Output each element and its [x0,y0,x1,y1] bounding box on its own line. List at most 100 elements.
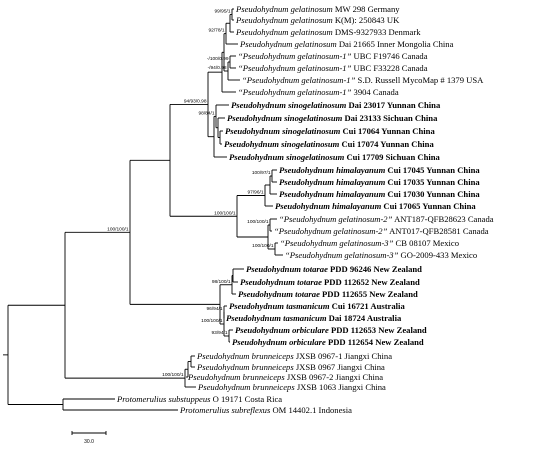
taxon-label: “Pseudohydnum gelatinosum-2” ANT187-QFB2… [279,214,494,224]
support-value: -/94/0.98 [208,65,227,71]
taxon-label: Protomerulius substuppeus O 19171 Costa … [116,394,282,404]
taxon-voucher: K(M): 250843 UK [333,15,400,25]
taxon-label: Pseudohydnum gelatinosum MW 298 Germany [235,4,400,14]
taxon-label: Pseudohydnum gelatinosum DMS-9327933 Den… [235,27,421,37]
support-value: 97/96/1 [247,190,263,196]
scale-bar-label: 30.0 [84,439,94,445]
support-value: 100/100/1 [201,318,223,324]
taxon-label: “Pseudohydnum gelatinosum-2” ANT017-QFB2… [274,226,489,236]
taxon-species: Pseudohydnum totarae [238,289,320,299]
taxon-label: Pseudohydnum sinogelatinosum Cui 17709 S… [229,152,441,162]
taxon-species: Pseudohydnum orbiculare [235,325,329,335]
taxon-voucher: Cui 17030 Yunnan China [385,189,480,199]
taxon-species: “Pseudohydnum gelatinosum-2” [274,226,388,236]
support-value: 100/100/1 [252,243,274,249]
taxon-voucher: PDD 96246 New Zealand [328,264,422,274]
taxon-species: Pseudohydnum sinogelatinosum [227,113,343,123]
support-value: 96/94/1 [206,306,222,312]
support-value: 100/100/1 [162,372,184,378]
support-value: 98/100/1 [212,279,231,285]
support-value: -/100/0.99 [207,56,229,62]
taxon-species: “Pseudohydnum gelatinosum-3” [285,250,399,260]
taxon-species: Pseudohydnum himalayanum [279,177,386,187]
taxon-voucher: JXSB 0967 Jiangxi China [294,362,385,372]
taxon-species: Pseudohydnum brunneiceps [196,362,294,372]
support-value: 94/93/0.98 [184,98,207,104]
taxon-voucher: Cui 17035 Yunnan China [385,177,480,187]
taxon-voucher: MW 298 Germany [333,4,401,14]
taxon-label: “Pseudohydnum gelatinosum-1” UBC F33228 … [238,63,428,73]
taxon-species: Pseudohydnum sinogelatinosum [231,100,347,110]
taxon-species: Pseudohydnum sinogelatinosum [224,139,340,149]
taxon-label: Pseudohydnum himalayanum Cui 17045 Yunna… [279,165,480,175]
taxon-voucher: JXSB 0967-1 Jiangxi China [294,351,393,361]
taxon-species: Pseudohydnum himalayanum [275,201,382,211]
taxon-voucher: Cui 17065 Yunnan China [381,201,476,211]
taxon-species: Pseudohydnum totarae [240,277,322,287]
taxon-label: Pseudohydnum orbiculare PDD 112653 New Z… [235,325,427,335]
support-value: 92/78/1 [208,28,224,34]
taxon-voucher: UBC F19746 Canada [351,51,427,61]
tree-branches [3,8,283,411]
taxon-species: “Pseudohydnum gelatinosum-1” [238,87,352,97]
taxon-species: Pseudohydnum sinogelatinosum [225,126,341,136]
taxon-voucher: JXSB 1063 Jiangxi China [295,382,386,392]
support-value: 100/100/1 [107,226,129,232]
taxon-species: Pseudohydnum tasmanicum [226,313,327,323]
taxon-species: Pseudohydnum brunneiceps [187,372,285,382]
taxon-label: Pseudohydnum gelatinosum K(M): 250843 UK [235,15,400,25]
taxon-species: Pseudohydnum brunneiceps [196,351,294,361]
support-value: 93/94/1 [211,330,227,336]
taxon-voucher: Dai 23017 Yunnan China [346,100,441,110]
taxon-voucher: S.D. Russell MycoMap # 1379 USA [355,75,484,85]
support-value: 98/84/1 [198,110,214,116]
taxon-label: “Pseudohydnum gelatinosum-1” UBC F19746 … [238,51,428,61]
taxon-label: Pseudohydnum brunneiceps JXSB 0967-1 Jia… [196,351,392,361]
taxon-voucher: UBC F33228 Canada [351,63,427,73]
taxon-voucher: Dai 23133 Sichuan China [342,113,438,123]
support-value: 100/100/1 [247,219,269,225]
taxon-label: Pseudohydnum brunneiceps JXSB 0967 Jiang… [196,362,385,372]
taxon-label: Pseudohydnum sinogelatinosum Dai 23017 Y… [231,100,441,110]
taxon-labels: Pseudohydnum gelatinosum MW 298 GermanyP… [116,4,494,415]
scale-bar: 30.0 [71,431,107,445]
taxon-label: Pseudohydnum orbiculare PDD 112654 New Z… [232,337,424,347]
taxon-species: Pseudohydnum brunneiceps [197,382,295,392]
taxon-label: Pseudohydnum totarae PDD 96246 New Zeala… [246,264,422,274]
taxon-voucher: OM 14402.1 Indonesia [270,405,352,415]
taxon-label: Pseudohydnum gelatinosum Dai 21665 Inner… [239,39,454,49]
taxon-label: Pseudohydnum himalayanum Cui 17035 Yunna… [279,177,480,187]
taxon-voucher: DMS-9327933 Denmark [333,27,422,37]
taxon-voucher: ANT187-QFB28623 Canada [392,214,493,224]
taxon-label: “Pseudohydnum gelatinosum-3” GO-2009-433… [285,250,477,260]
taxon-voucher: Cui 16721 Australia [330,301,406,311]
taxon-species: Protomerulius subreflexus [179,405,271,415]
taxon-voucher: PDD 112653 New Zealand [329,325,427,335]
taxon-species: “Pseudohydnum gelatinosum-1” [242,75,356,85]
taxon-voucher: O 19171 Costa Rica [211,394,283,404]
taxon-species: Pseudohydnum gelatinosum [239,39,337,49]
taxon-species: “Pseudohydnum gelatinosum-2” [279,214,393,224]
taxon-species: Pseudohydnum gelatinosum [235,15,333,25]
taxon-species: “Pseudohydnum gelatinosum-1” [238,63,352,73]
taxon-label: Pseudohydnum tasmanicum Cui 16721 Austra… [229,301,405,311]
taxon-label: Pseudohydnum himalayanum Cui 17065 Yunna… [275,201,476,211]
taxon-voucher: 3904 Canada [351,87,398,97]
taxon-species: Pseudohydnum himalayanum [279,189,386,199]
taxon-species: Pseudohydnum tasmanicum [229,301,330,311]
support-value: 100/100/1 [214,210,236,216]
taxon-voucher: Cui 17074 Yunnan China [339,139,434,149]
taxon-species: Pseudohydnum gelatinosum [235,27,333,37]
taxon-species: Pseudohydnum orbiculare [232,337,326,347]
taxon-voucher: Cui 17064 Yunnan China [340,126,435,136]
taxon-voucher: GO-2009-433 Mexico [398,250,477,260]
taxon-label: Pseudohydnum brunneiceps JXSB 0967-2 Jia… [187,372,383,382]
taxon-label: Pseudohydnum himalayanum Cui 17030 Yunna… [279,189,480,199]
taxon-voucher: CB 08107 Mexico [393,238,459,248]
taxon-species: “Pseudohydnum gelatinosum-1” [238,51,352,61]
taxon-label: Pseudohydnum sinogelatinosum Cui 17074 Y… [224,139,434,149]
taxon-voucher: JXSB 0967-2 Jiangxi China [285,372,384,382]
taxon-label: Pseudohydnum tasmanicum Dai 18724 Austra… [226,313,402,323]
taxon-species: Pseudohydnum totarae [246,264,328,274]
